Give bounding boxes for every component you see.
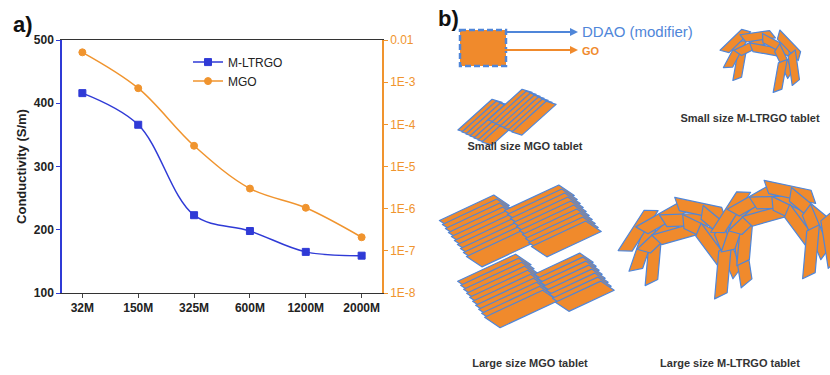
svg-text:1E-5: 1E-5 [390, 160, 416, 174]
svg-text:DDAO (modifier): DDAO (modifier) [582, 23, 693, 40]
svg-text:1E-7: 1E-7 [390, 244, 416, 258]
svg-text:MGO: MGO [228, 75, 257, 89]
svg-text:150M: 150M [123, 301, 153, 315]
svg-text:1E-4: 1E-4 [390, 118, 416, 132]
svg-text:0.01: 0.01 [390, 33, 414, 47]
svg-text:Small size M-LTRGO tablet: Small size M-LTRGO tablet [680, 112, 819, 124]
svg-text:1E-8: 1E-8 [390, 286, 416, 300]
svg-text:300: 300 [34, 160, 54, 174]
svg-text:600M: 600M [235, 301, 265, 315]
svg-text:GO: GO [582, 45, 600, 57]
svg-text:1200M: 1200M [287, 301, 324, 315]
svg-text:200: 200 [34, 223, 54, 237]
svg-text:b): b) [438, 6, 459, 31]
svg-text:Large size MGO tablet: Large size MGO tablet [472, 357, 588, 369]
svg-text:325M: 325M [179, 301, 209, 315]
svg-text:1E-6: 1E-6 [390, 202, 416, 216]
svg-text:2000M: 2000M [343, 301, 380, 315]
svg-text:32M: 32M [71, 301, 94, 315]
svg-text:500: 500 [34, 33, 54, 47]
svg-text:Small size MGO tablet: Small size MGO tablet [468, 140, 583, 152]
svg-text:a): a) [13, 12, 33, 37]
svg-text:M-LTRGO: M-LTRGO [228, 56, 282, 70]
svg-text:400: 400 [34, 96, 54, 110]
svg-text:100: 100 [34, 286, 54, 300]
svg-text:Conductivity (S/m): Conductivity (S/m) [14, 109, 29, 224]
svg-text:Large size M-LTRGO tablet: Large size M-LTRGO tablet [660, 357, 800, 369]
svg-text:1E-3: 1E-3 [390, 75, 416, 89]
